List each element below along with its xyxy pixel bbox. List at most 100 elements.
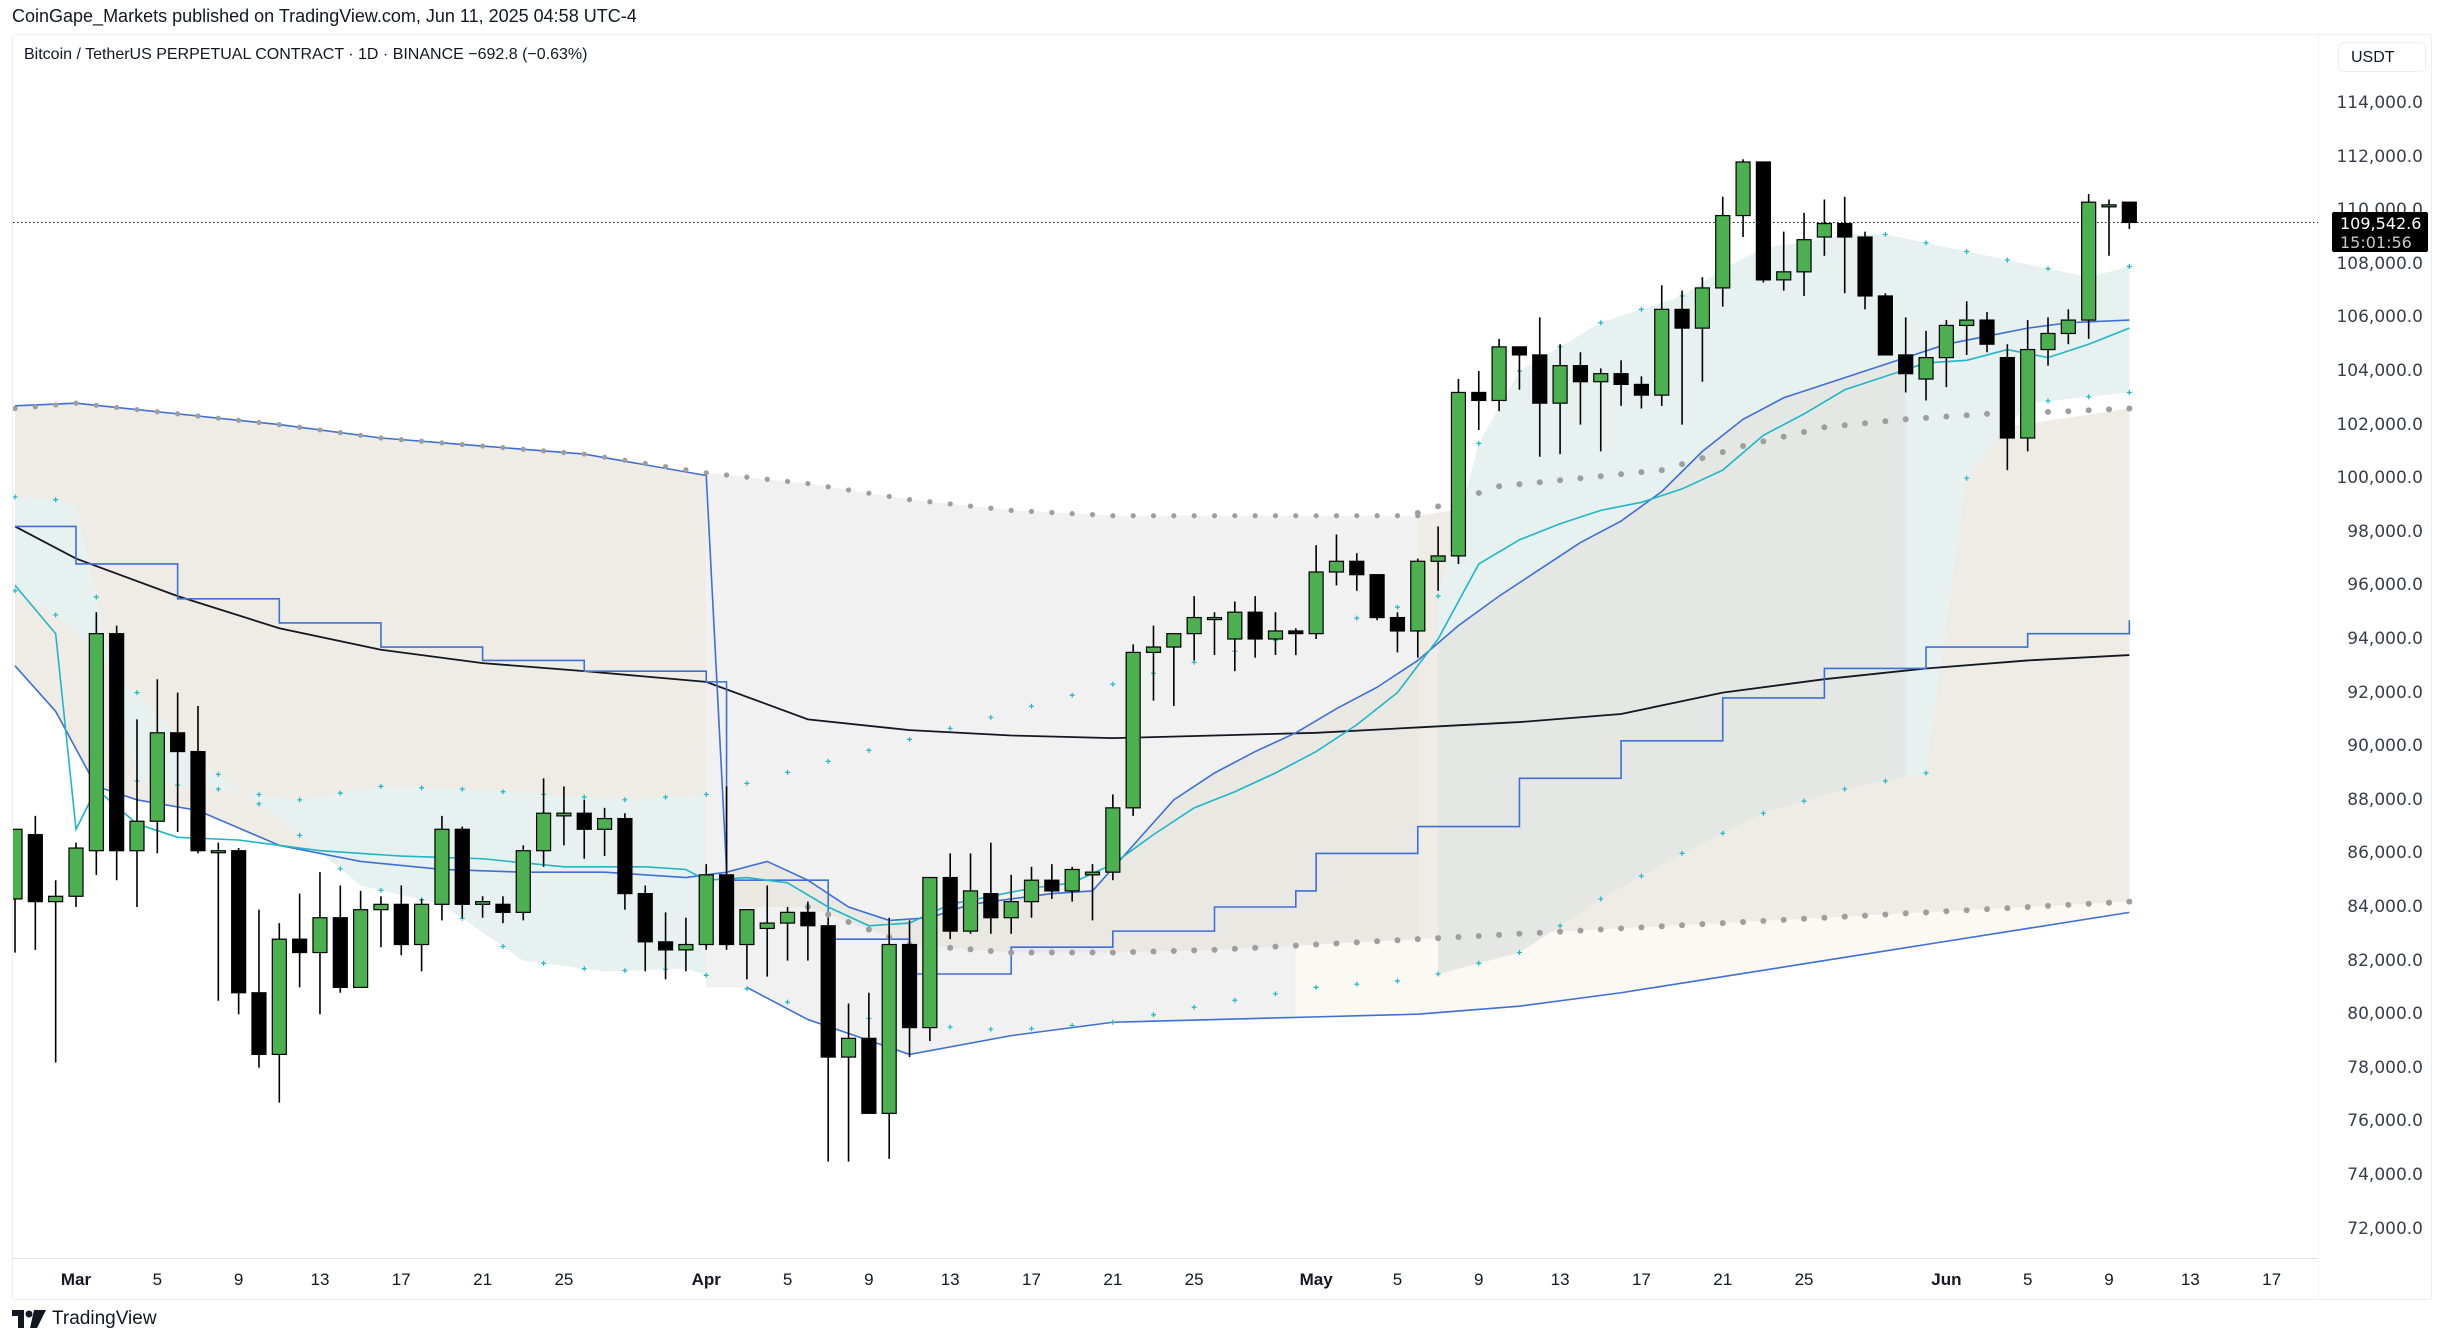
lower-grey-dot bbox=[1536, 929, 1543, 936]
fast-band-line bbox=[14, 319, 2130, 922]
lower-grey-dot bbox=[1272, 943, 1279, 950]
upper-grey-dot bbox=[419, 438, 425, 444]
upper-cyan-marker bbox=[1435, 593, 1441, 599]
candle-down bbox=[637, 892, 653, 943]
lower-grey-dot bbox=[1699, 921, 1706, 928]
upper-grey-dot bbox=[1008, 507, 1014, 513]
upper-grey-dot bbox=[866, 490, 872, 496]
lower-cyan-marker bbox=[744, 986, 750, 992]
lower-cyan-marker bbox=[622, 968, 628, 974]
upper-cyan-marker bbox=[419, 785, 425, 791]
price-axis-label: 90,000.0 bbox=[2347, 736, 2423, 757]
candle-down bbox=[861, 1037, 877, 1114]
lower-grey-dot bbox=[1516, 930, 1523, 937]
candle-up bbox=[1206, 616, 1223, 621]
candle-up bbox=[1918, 357, 1934, 380]
lower-cyan-marker bbox=[1435, 971, 1441, 977]
candle-up bbox=[1593, 373, 1609, 383]
lower-grey-dot bbox=[1963, 907, 1970, 914]
currency-button[interactable]: USDT bbox=[2338, 42, 2426, 72]
upper-grey-dot bbox=[337, 430, 343, 436]
lower-grey-dot bbox=[1048, 949, 1055, 956]
candle-up bbox=[1023, 879, 1040, 903]
mid-grey-dot bbox=[1821, 424, 1828, 431]
mid-grey-dot bbox=[2045, 408, 2052, 415]
lower-grey-dot bbox=[1780, 916, 1787, 923]
price-axis-label: 100,000.0 bbox=[2336, 468, 2423, 489]
lower-cyan-marker bbox=[378, 887, 384, 893]
time-axis-label: Jun bbox=[1931, 1270, 1962, 1289]
upper-grey-dot bbox=[642, 460, 648, 467]
candle-down bbox=[820, 925, 836, 1058]
upper-grey-dot bbox=[13, 405, 18, 412]
candle-up bbox=[48, 895, 64, 903]
candle-up bbox=[515, 850, 531, 913]
price-axis-label: 108,000.0 bbox=[2336, 253, 2423, 274]
candle-down bbox=[292, 938, 308, 954]
lower-cyan-marker bbox=[1720, 830, 1726, 836]
upper-grey-dot bbox=[622, 457, 628, 463]
price-axis-label: 94,000.0 bbox=[2347, 629, 2423, 649]
upper-grey-dot bbox=[1394, 513, 1401, 519]
lower-cyan-marker bbox=[337, 866, 343, 872]
upper-grey-dot bbox=[805, 480, 811, 487]
price-axis-label: 112,000.0 bbox=[2336, 146, 2423, 167]
lower-cyan-marker bbox=[1272, 991, 1278, 997]
time-axis-label: 9 bbox=[233, 1270, 244, 1289]
candle-down bbox=[109, 633, 125, 852]
candle-up bbox=[373, 903, 389, 911]
price-axis-label: 74,000.0 bbox=[2347, 1165, 2423, 1185]
candle-up bbox=[1308, 571, 1324, 635]
lower-grey-dot bbox=[1760, 917, 1767, 924]
mid-grey-dot bbox=[1496, 483, 1503, 490]
upper-grey-dot bbox=[683, 467, 689, 473]
mid-grey-dot bbox=[1699, 455, 1706, 462]
lower-cyan-marker bbox=[1150, 1012, 1156, 1018]
upper-grey-dot bbox=[1232, 513, 1238, 519]
upper-grey-dot bbox=[378, 435, 384, 441]
candle-up bbox=[1552, 365, 1568, 404]
upper-grey-dot bbox=[1333, 513, 1340, 519]
lower-grey-dot bbox=[1658, 923, 1665, 930]
upper-cyan-marker bbox=[1029, 703, 1035, 709]
tradingview-footer[interactable]: TradingView bbox=[12, 1308, 157, 1330]
lower-cyan-marker bbox=[1476, 960, 1482, 966]
time-axis-divider bbox=[12, 1258, 2318, 1259]
lower-grey-dot bbox=[1719, 920, 1726, 927]
lower-cyan-marker bbox=[988, 1026, 994, 1032]
time-axis-label: 21 bbox=[1103, 1270, 1123, 1289]
candle-up bbox=[840, 1037, 857, 1058]
lower-grey-dot bbox=[1150, 948, 1157, 955]
lower-grey-dot bbox=[1435, 935, 1442, 942]
lower-cyan-marker bbox=[1964, 475, 1970, 481]
lower-grey-dot bbox=[1496, 931, 1503, 938]
lower-grey-dot bbox=[2024, 904, 2031, 910]
price-axis-divider bbox=[2318, 34, 2319, 1300]
symbol-title[interactable]: Bitcoin / TetherUS PERPETUAL CONTRACT · … bbox=[24, 46, 588, 63]
lower-cyan-marker bbox=[1557, 923, 1563, 929]
candle-up bbox=[2060, 319, 2076, 335]
upper-grey-dot bbox=[1191, 513, 1197, 519]
candle-up bbox=[129, 820, 145, 852]
mid-grey-dot bbox=[1801, 428, 1808, 435]
candle-up bbox=[1796, 239, 1812, 273]
candle-up bbox=[1776, 271, 1792, 281]
candle-down bbox=[1979, 319, 1995, 345]
lower-cyan-marker bbox=[1760, 810, 1766, 816]
upper-cyan-marker bbox=[93, 594, 99, 600]
time-axis-label: 5 bbox=[2022, 1270, 2033, 1289]
lower-cyan-marker bbox=[1313, 984, 1319, 990]
upper-grey-dot bbox=[764, 476, 770, 482]
lower-grey-dot bbox=[1374, 938, 1381, 945]
upper-grey-dot bbox=[601, 454, 608, 460]
time-axis-label: 21 bbox=[1713, 1270, 1733, 1289]
last-price-tag: 109,542.6 15:01:56 bbox=[2332, 212, 2428, 252]
lower-grey-dot bbox=[1923, 909, 1930, 916]
mid-grey-dot bbox=[1923, 414, 1930, 421]
candle-up bbox=[1125, 651, 1141, 809]
candle-up bbox=[210, 850, 226, 854]
stepped-baseline-line bbox=[15, 525, 2131, 975]
lower-grey-dot bbox=[1292, 942, 1299, 949]
lower-cyan-marker bbox=[1516, 950, 1522, 956]
